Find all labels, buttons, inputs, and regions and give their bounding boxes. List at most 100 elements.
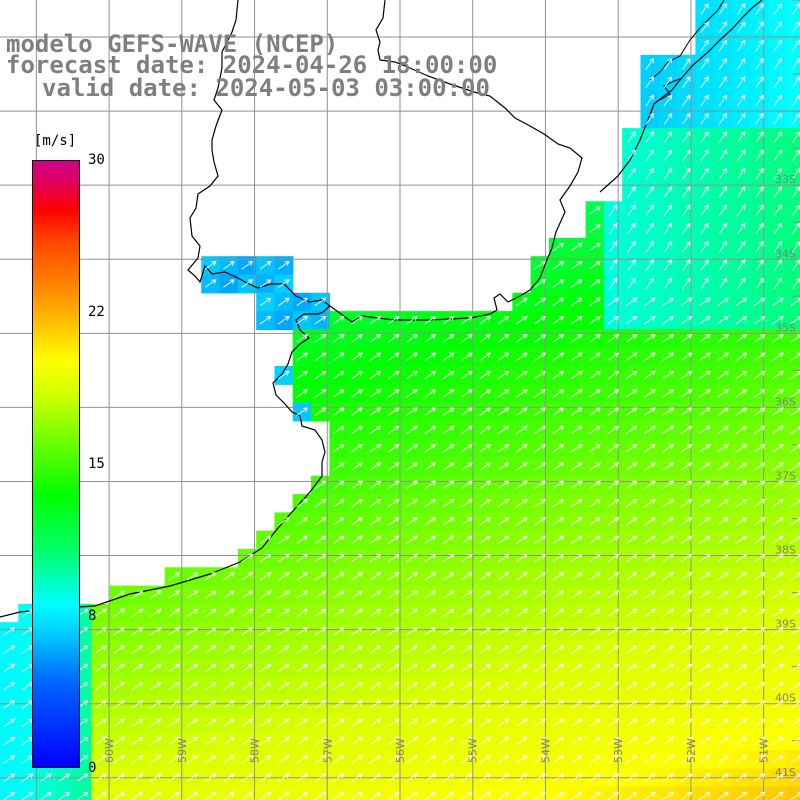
coastline-path [0, 0, 331, 618]
wind-vector-arrow [406, 444, 418, 453]
wind-vector-arrow [717, 700, 729, 709]
wind-vector-arrow [552, 425, 565, 435]
wind-speed-cell [786, 695, 800, 715]
wind-vector-arrow [351, 718, 363, 727]
wind-vector-arrow [608, 204, 618, 217]
wind-vector-arrow [424, 425, 437, 435]
wind-vector-arrow [186, 755, 199, 764]
wind-speed-cell [786, 311, 800, 330]
wind-vector-arrow [662, 297, 675, 307]
wind-vector-arrow [607, 352, 620, 361]
wind-vector-arrow [772, 572, 784, 581]
wind-vector-arrow [332, 791, 345, 800]
wind-vector-arrow [608, 277, 618, 290]
wind-vector-arrow [680, 499, 693, 508]
wind-vector-arrow [278, 700, 290, 709]
longitude-label: 52W [685, 738, 698, 763]
wind-vector-arrow [332, 736, 345, 746]
wind-vector-arrow [552, 645, 565, 654]
wind-vector-arrow [698, 682, 711, 691]
wind-vector-arrow [278, 261, 290, 270]
wind-vector-arrow [717, 480, 729, 490]
wind-vector-arrow [589, 242, 601, 252]
wind-speed-cell [109, 786, 129, 800]
map-title: modelo GEFS-WAVE (NCEP) [6, 30, 339, 58]
wind-vector-arrow [753, 700, 766, 709]
wind-speed-cell [146, 786, 166, 800]
wind-vector-arrow [753, 553, 766, 563]
wind-vector-arrow [461, 736, 473, 746]
wind-vector-arrow [644, 553, 656, 563]
wind-vector-arrow [589, 608, 601, 618]
wind-vector-arrow [186, 645, 199, 654]
wind-vector-arrow [332, 663, 345, 673]
wind-vector-arrow [406, 407, 418, 416]
colorbar-tick-label: 22 [88, 304, 105, 320]
wind-vector-arrow [314, 316, 327, 325]
wind-vector-arrow [369, 755, 382, 764]
wind-vector-arrow [296, 773, 309, 782]
wind-vector-arrow [387, 352, 400, 361]
wind-vector-arrow [332, 718, 345, 727]
wind-vector-arrow [442, 608, 455, 618]
wind-vector-arrow [773, 21, 782, 34]
wind-vector-arrow [589, 572, 601, 581]
wind-vector-arrow [625, 425, 638, 435]
forecast-date: forecast date: 2024-04-26 18:00:00 [6, 51, 498, 79]
wind-vector-arrow [241, 755, 254, 764]
wind-vector-arrow [497, 700, 510, 709]
wind-vector-arrow [442, 773, 455, 782]
wind-vector-arrow [515, 316, 528, 325]
wind-vector-arrow [680, 645, 693, 654]
wind-vector-arrow [223, 791, 235, 800]
wind-vector-arrow [387, 316, 400, 325]
wind-vector-arrow [589, 627, 601, 636]
wind-vector-arrow [497, 462, 510, 471]
wind-vector-arrow [95, 773, 107, 782]
wind-vector-arrow [772, 334, 784, 343]
wind-vector-arrow [479, 572, 492, 581]
wind-vector-arrow [552, 663, 565, 673]
wind-speed-cell [713, 786, 733, 800]
wind-speed-cell [237, 786, 257, 800]
wind-vector-arrow [662, 407, 675, 416]
wind-vector-arrow [259, 590, 272, 599]
wind-vector-arrow [461, 480, 473, 490]
wind-vector-arrow [241, 627, 254, 636]
wind-vector-arrow [552, 316, 565, 325]
wind-vector-arrow [753, 535, 766, 544]
wind-vector-arrow [718, 204, 728, 217]
wind-vector-arrow [296, 572, 309, 581]
wind-vector-arrow [680, 773, 693, 782]
wind-vector-arrow [332, 407, 345, 416]
wind-vector-arrow [442, 572, 455, 581]
wind-vector-arrow [442, 755, 455, 764]
wind-speed-cell [786, 73, 800, 93]
wind-vector-arrow [737, 131, 746, 143]
wind-speed-cell [695, 786, 715, 800]
wind-vector-arrow [737, 94, 746, 107]
wind-vector-arrow [735, 718, 748, 727]
wind-vector-arrow [515, 297, 528, 307]
wind-vector-arrow [607, 334, 620, 343]
wind-vector-arrow [753, 444, 766, 453]
wind-vector-arrow [387, 572, 400, 581]
wind-vector-arrow [259, 736, 272, 746]
wind-vector-arrow [296, 627, 309, 636]
wind-vector-arrow [296, 663, 309, 673]
wind-speed-cell [786, 677, 800, 696]
wind-vector-arrow [259, 718, 272, 727]
wind-vector-arrow [296, 297, 309, 307]
wind-vector-arrow [241, 279, 254, 288]
wind-vector-arrow [369, 718, 382, 727]
wind-vector-arrow [186, 590, 199, 599]
wind-vector-arrow [755, 3, 764, 15]
wind-vector-arrow [644, 425, 656, 435]
wind-vector-arrow [753, 773, 766, 782]
wind-vector-arrow [570, 645, 583, 654]
wind-vector-arrow [461, 773, 473, 782]
wind-vector-arrow [497, 572, 510, 581]
wind-vector-arrow [700, 57, 709, 70]
wind-vector-arrow [534, 590, 546, 599]
wind-vector-arrow [314, 352, 327, 361]
